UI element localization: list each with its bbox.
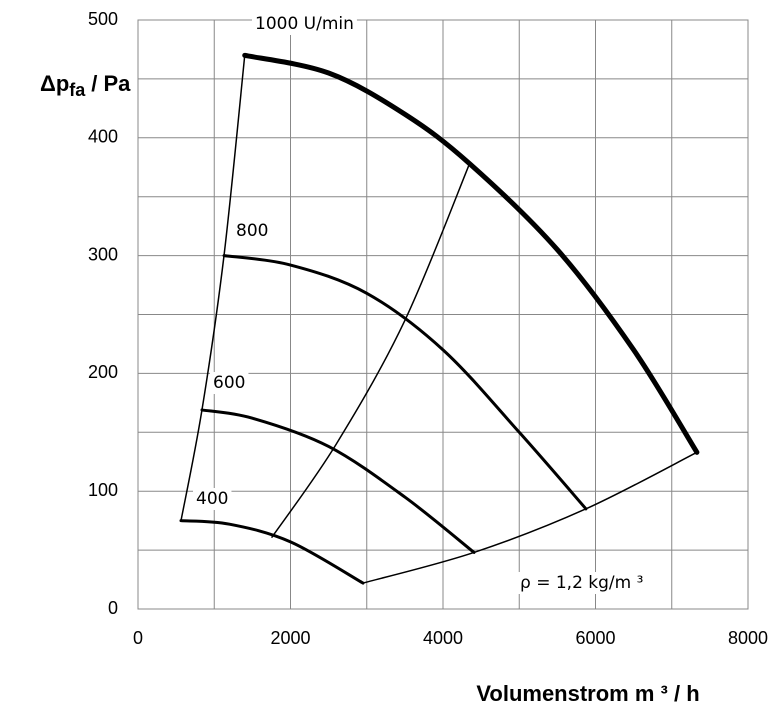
label-bg — [233, 220, 272, 242]
x-tick-label: 2000 — [270, 628, 310, 648]
y-label-main: Δp — [40, 71, 69, 96]
y-tick-label: 500 — [88, 9, 118, 29]
y-label-sub: fa — [69, 80, 86, 100]
label-bg — [210, 372, 249, 394]
y-axis-label: Δpfa / Pa — [40, 71, 131, 100]
x-tick-label: 8000 — [728, 628, 768, 648]
annotation: 800 — [236, 221, 268, 241]
x-axis-label: Volumenstrom m ³ / h — [476, 681, 699, 706]
y-tick-label: 400 — [88, 127, 118, 147]
annotation: 1000 U/min — [255, 14, 354, 34]
curve — [222, 254, 588, 511]
curve — [180, 54, 246, 522]
curve — [362, 451, 698, 584]
curve — [271, 161, 471, 538]
x-tick-label: 6000 — [575, 628, 615, 648]
y-tick-label: 200 — [88, 362, 118, 382]
y-tick-label: 0 — [108, 598, 118, 618]
label-bg — [517, 572, 647, 594]
annotation: ρ = 1,2 kg/m ³ — [520, 573, 643, 593]
x-tick-label: 4000 — [423, 628, 463, 648]
y-label-unit: / Pa — [91, 71, 131, 96]
curve — [242, 52, 700, 455]
y-tick-label: 300 — [88, 244, 118, 264]
x-tick-label: 0 — [133, 628, 143, 648]
y-tick-label: 100 — [88, 480, 118, 500]
curve — [179, 519, 365, 585]
label-bg — [193, 488, 232, 510]
annotation: 400 — [196, 489, 228, 509]
label-bg — [252, 13, 357, 35]
curve — [200, 408, 476, 554]
annotation: 600 — [213, 373, 245, 393]
